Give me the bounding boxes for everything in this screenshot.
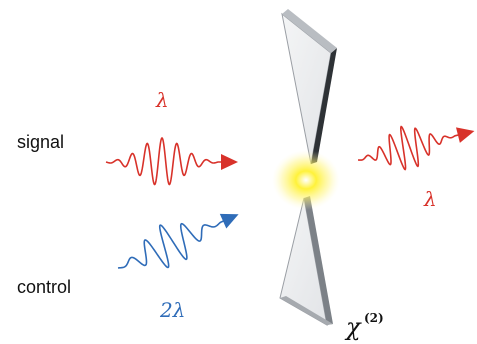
signal-out-wave xyxy=(357,125,475,171)
signal-in-wave xyxy=(105,136,238,186)
signal-label: signal xyxy=(17,132,64,152)
bowtie-crystal xyxy=(279,9,337,326)
chi-order: (2) xyxy=(364,311,384,325)
crystal-lower-bottom-edge xyxy=(280,296,333,325)
glow-spot xyxy=(272,150,340,210)
signal-in-arrowhead xyxy=(221,154,238,170)
signal-out-arrowhead xyxy=(456,127,475,143)
control-in-wave xyxy=(117,213,239,269)
chi-symbol: χ xyxy=(344,313,362,341)
control-label: control xyxy=(17,277,71,297)
control-in-arrowhead xyxy=(219,213,239,229)
crystal-upper-edge xyxy=(311,48,337,164)
crystal-lower-edge xyxy=(304,196,333,325)
crystal-upper-top-edge xyxy=(282,9,337,53)
crystal-upper-face xyxy=(281,12,332,165)
signal-out-wavelength: λ xyxy=(423,187,437,211)
control-wavelength: 2λ xyxy=(159,298,185,322)
signal-in-wavelength: λ xyxy=(155,88,169,112)
